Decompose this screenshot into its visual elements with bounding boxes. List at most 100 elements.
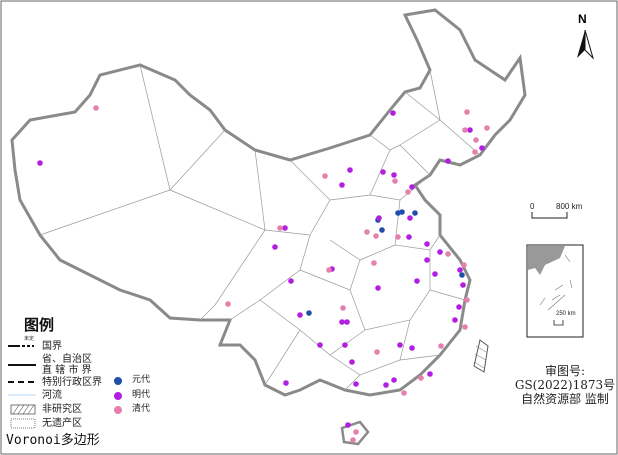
ming-heritage-point bbox=[409, 184, 415, 190]
approval-number: 审图号: GS(2022)1873号 自然资源部 监制 bbox=[510, 364, 618, 406]
ming-heritage-point bbox=[460, 282, 466, 288]
ming-heritage-point bbox=[347, 167, 353, 173]
qing-heritage-point bbox=[462, 324, 468, 330]
legend-non-study: 非研究区 bbox=[42, 404, 82, 415]
yuan-heritage-point bbox=[306, 310, 312, 316]
ming-heritage-point bbox=[391, 172, 397, 178]
qing-heritage-point bbox=[371, 260, 377, 266]
ming-heritage-point bbox=[297, 312, 303, 318]
legend-ming-dot bbox=[114, 392, 122, 400]
qing-heritage-point bbox=[395, 234, 401, 240]
yuan-heritage-point bbox=[399, 209, 405, 215]
qing-heritage-point bbox=[373, 233, 379, 239]
yuan-heritage-point bbox=[459, 272, 465, 278]
approval-line1: 审图号: bbox=[544, 364, 586, 378]
legend-yuan: 元代 bbox=[132, 375, 151, 385]
legend-title: 图例 bbox=[24, 316, 55, 334]
ming-heritage-point bbox=[339, 182, 345, 188]
inset-scale-label: 250 km bbox=[556, 311, 576, 317]
ming-heritage-point bbox=[409, 345, 415, 351]
inset-land bbox=[528, 246, 565, 275]
qing-heritage-point bbox=[374, 349, 380, 355]
legend-undetermined: 未定 bbox=[24, 336, 35, 342]
qing-heritage-point bbox=[464, 109, 470, 115]
ming-heritage-point bbox=[317, 342, 323, 348]
ming-heritage-point bbox=[479, 145, 485, 151]
qing-heritage-point bbox=[462, 127, 468, 133]
scale-end: 800 km bbox=[556, 202, 583, 211]
ming-heritage-point bbox=[37, 160, 43, 166]
ming-heritage-point bbox=[282, 225, 288, 231]
ming-heritage-point bbox=[344, 319, 350, 325]
voronoi-polygons bbox=[39, 64, 481, 391]
ming-heritage-point bbox=[437, 249, 443, 255]
ming-heritage-point bbox=[353, 381, 359, 387]
ming-heritage-point bbox=[342, 342, 348, 348]
ming-heritage-point bbox=[391, 377, 397, 383]
qing-heritage-point bbox=[473, 137, 479, 143]
legend-national-border: 国界 bbox=[42, 341, 62, 352]
ming-heritage-point bbox=[383, 382, 389, 388]
qing-heritage-point bbox=[405, 189, 411, 195]
ming-heritage-point bbox=[427, 371, 433, 377]
qing-heritage-point bbox=[326, 267, 332, 273]
ming-heritage-point bbox=[445, 158, 451, 164]
legend-voronoi: Voronoi多边形 bbox=[6, 433, 100, 448]
ming-heritage-point bbox=[283, 380, 289, 386]
legend-qing: 清代 bbox=[132, 404, 151, 414]
qing-heritage-point bbox=[392, 178, 398, 184]
qing-heritage-point bbox=[350, 437, 356, 443]
qing-heritage-point bbox=[322, 173, 328, 179]
heritage-points bbox=[37, 105, 490, 443]
qing-heritage-point bbox=[340, 305, 346, 311]
ming-heritage-point bbox=[407, 215, 413, 221]
ming-heritage-point bbox=[432, 271, 438, 277]
ming-heritage-point bbox=[376, 215, 382, 221]
legend-symbols bbox=[8, 345, 122, 429]
qing-heritage-point bbox=[461, 262, 467, 268]
legend-province-border-2: 直 辖 市 界 bbox=[42, 365, 92, 376]
ming-heritage-point bbox=[406, 234, 412, 240]
scale-start: 0 bbox=[530, 202, 535, 211]
qing-heritage-point bbox=[364, 229, 370, 235]
ming-heritage-point bbox=[457, 267, 463, 273]
yuan-heritage-point bbox=[412, 210, 418, 216]
ming-heritage-point bbox=[456, 304, 462, 310]
legend-river: 河流 bbox=[42, 390, 62, 401]
ming-heritage-point bbox=[288, 278, 294, 284]
yuan-heritage-point bbox=[379, 227, 385, 233]
qing-heritage-point bbox=[418, 375, 424, 381]
ming-heritage-point bbox=[397, 342, 403, 348]
ming-heritage-point bbox=[467, 127, 473, 133]
qing-heritage-point bbox=[277, 225, 283, 231]
inset-islands bbox=[539, 254, 573, 311]
ming-heritage-point bbox=[380, 169, 386, 175]
qing-heritage-point bbox=[464, 297, 470, 303]
legend-no-heritage: 无遗产区 bbox=[42, 418, 82, 429]
legend-sar-border: 特别行政区界 bbox=[42, 377, 102, 388]
approval-line3: 自然资源部 监制 bbox=[521, 392, 609, 406]
ming-heritage-point bbox=[424, 257, 430, 263]
legend-ming: 明代 bbox=[132, 390, 151, 400]
ming-heritage-point bbox=[345, 422, 351, 428]
qing-heritage-point bbox=[225, 301, 231, 307]
legend-province-border-1: 省、自治区 bbox=[42, 354, 92, 365]
ming-heritage-point bbox=[452, 317, 458, 323]
scale-bar bbox=[531, 212, 568, 219]
qing-heritage-point bbox=[445, 251, 451, 257]
ming-heritage-point bbox=[414, 278, 420, 284]
qing-heritage-point bbox=[438, 343, 444, 349]
taiwan-outline bbox=[473, 339, 489, 373]
north-arrow-right-icon bbox=[584, 29, 595, 60]
legend: 图例 未定 国界 省、自治区 直 辖 市 界 特别行政区界 河流 非研究区 无遗… bbox=[6, 316, 202, 452]
ming-heritage-point bbox=[339, 319, 345, 325]
ming-heritage-point bbox=[375, 285, 381, 291]
ming-heritage-point bbox=[272, 244, 278, 250]
qing-heritage-point bbox=[472, 149, 478, 155]
legend-qing-dot bbox=[114, 406, 122, 414]
qing-heritage-point bbox=[484, 125, 490, 131]
qing-heritage-point bbox=[353, 429, 359, 435]
